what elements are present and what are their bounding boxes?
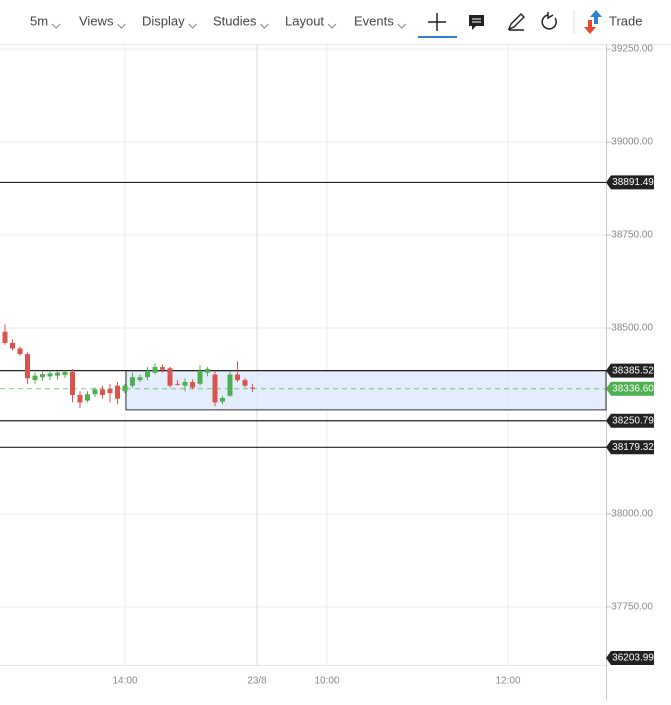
candle-body: [100, 389, 105, 395]
y-tick-label: 38000.00: [611, 509, 653, 520]
candle-body: [47, 373, 53, 377]
y-tick-label: 39250.00: [611, 44, 653, 55]
price-tag: [606, 381, 654, 396]
candle-body: [212, 374, 218, 403]
y-tick-label: 39000.00: [611, 137, 653, 148]
price-tag-label: 38336.60: [612, 383, 654, 394]
menu-item[interactable]: Display: [142, 13, 185, 28]
candle-body: [10, 342, 15, 349]
menu-chevron: [260, 23, 269, 29]
candle-body: [62, 371, 68, 375]
x-tick-label: 12:00: [495, 676, 520, 687]
candle-body: [32, 375, 38, 381]
candle-body: [145, 370, 150, 378]
x-tick-label: 10:00: [314, 676, 339, 687]
candle-body: [55, 372, 60, 376]
x-tick-label: 23/8: [247, 676, 267, 687]
price-tag: [606, 175, 654, 190]
candle-body: [160, 367, 165, 370]
candle-body: [122, 385, 128, 392]
draw-icon[interactable]: [507, 13, 525, 31]
menu-chevron: [51, 23, 61, 29]
price-tag: [606, 413, 654, 428]
candle-body: [167, 368, 173, 386]
candle-body: [92, 389, 98, 395]
candle-body: [182, 381, 188, 386]
price-tag: [606, 440, 654, 455]
trade-icon[interactable]: [584, 10, 602, 34]
y-tick-label: 38500.00: [611, 323, 653, 334]
price-tag-label: 38891.49: [612, 177, 654, 188]
reset-icon[interactable]: [541, 12, 557, 30]
menu-item[interactable]: 5m: [30, 13, 48, 28]
y-tick-label: 37750.00: [611, 602, 653, 613]
candle-body: [197, 370, 203, 384]
candle-body: [70, 371, 75, 395]
menu-chevron: [397, 23, 407, 29]
price-tag-label: 36203.99: [612, 653, 654, 664]
crosshair-icon[interactable]: [428, 13, 446, 31]
candle-body: [107, 389, 113, 394]
menu-item[interactable]: Views: [79, 13, 114, 28]
menu-chevron: [117, 23, 126, 29]
price-tag: [606, 651, 654, 665]
price-tag-label: 38385.52: [612, 365, 654, 376]
candle-body: [17, 348, 23, 355]
candle-body: [2, 331, 8, 343]
menu-chevron: [327, 23, 337, 29]
menu-chevron: [188, 23, 197, 29]
candle-body: [115, 385, 120, 399]
candle-body: [190, 381, 195, 388]
candle-body: [25, 354, 30, 379]
price-tag-label: 38250.79: [612, 415, 654, 426]
comment-icon[interactable]: [469, 15, 484, 30]
menu-item[interactable]: Events: [354, 13, 394, 28]
candle-body: [205, 368, 210, 373]
candle-body: [40, 374, 45, 378]
menu-item[interactable]: Layout: [285, 13, 324, 28]
candle-body: [137, 377, 143, 381]
candle-body: [130, 377, 135, 386]
x-tick-label: 14:00: [112, 676, 137, 687]
menu-item[interactable]: Studies: [213, 13, 257, 28]
candle-body: [250, 387, 255, 389]
y-tick-label: 38750.00: [611, 230, 653, 241]
candle-body: [85, 394, 90, 401]
price-tag-label: 38179.32: [612, 442, 654, 453]
candle-body: [235, 374, 240, 381]
candle-body: [227, 374, 233, 396]
candle-body: [220, 397, 225, 402]
candle-body: [242, 380, 248, 386]
candle-body: [175, 383, 180, 385]
toolbar: [0, 0, 671, 45]
price-tag: [606, 363, 654, 378]
candle-body: [152, 367, 158, 373]
candle-body: [77, 394, 83, 403]
trade-button[interactable]: Trade: [609, 13, 642, 28]
